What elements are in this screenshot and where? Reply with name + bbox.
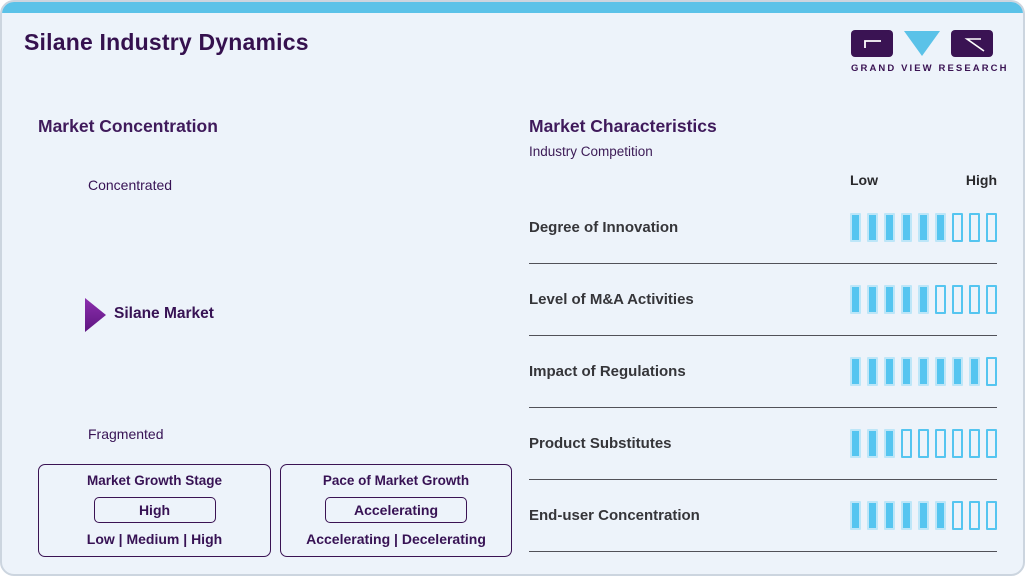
rating-tick-filled-icon: [918, 213, 929, 242]
growth-stage-selected-badge: High: [93, 496, 216, 523]
rating-tick-empty-icon: [952, 501, 963, 530]
characteristic-label: Degree of Innovation: [529, 219, 679, 236]
rating-tick-filled-icon: [850, 357, 861, 386]
concentration-gradient-bar: [39, 176, 79, 442]
rating-tick-filled-icon: [850, 285, 861, 314]
characteristics-rows: Degree of Innovation Level of M&A Activit…: [529, 192, 997, 552]
rating-tick-filled-icon: [901, 501, 912, 530]
rating-tick-filled-icon: [935, 357, 946, 386]
characteristic-row: Level of M&A Activities: [529, 264, 997, 336]
marker-arrow-icon: [85, 298, 106, 332]
gvr-logo-g-icon: [851, 30, 893, 57]
rating-tick-empty-icon: [986, 501, 997, 530]
rating-tick-empty-icon: [969, 429, 980, 458]
pace-of-growth-box: Pace of Market Growth Accelerating Accel…: [280, 464, 512, 557]
gvr-logo: GRAND VIEW RESEARCH: [851, 30, 1009, 74]
rating-tick-filled-icon: [901, 357, 912, 386]
characteristic-row: Impact of Regulations: [529, 336, 997, 408]
fragmented-label: Fragmented: [88, 426, 164, 442]
rating-tick-empty-icon: [918, 429, 929, 458]
growth-pace-selected-badge: Accelerating: [324, 496, 468, 523]
rating-tick-filled-icon: [884, 357, 895, 386]
growth-stage-options: Low | Medium | High: [86, 531, 223, 547]
rating-tick-filled-icon: [969, 357, 980, 386]
rating-tick-empty-icon: [986, 429, 997, 458]
characteristic-label: Impact of Regulations: [529, 363, 686, 380]
rating-tick-empty-icon: [969, 213, 980, 242]
rating-tick-empty-icon: [935, 285, 946, 314]
rating-tick-filled-icon: [952, 357, 963, 386]
page-title: Silane Industry Dynamics: [24, 29, 309, 55]
scale-low-label: Low: [850, 172, 878, 188]
growth-pace-options: Accelerating | Decelerating: [306, 531, 486, 547]
rating-tick-filled-icon: [867, 429, 878, 458]
growth-pace-title: Pace of Market Growth: [322, 473, 470, 488]
rating-tick-filled-icon: [884, 285, 895, 314]
rating-tick-empty-icon: [986, 213, 997, 242]
gvr-logo-wordmark: GRAND VIEW RESEARCH: [851, 63, 1009, 74]
rating-ticks: [850, 429, 997, 458]
characteristic-label: End-user Concentration: [529, 507, 700, 524]
rating-tick-empty-icon: [969, 285, 980, 314]
rating-tick-filled-icon: [867, 213, 878, 242]
market-growth-stage-box: Market Growth Stage High Low | Medium | …: [38, 464, 271, 557]
rating-tick-filled-icon: [918, 285, 929, 314]
rating-tick-filled-icon: [935, 501, 946, 530]
rating-tick-filled-icon: [884, 429, 895, 458]
rating-tick-filled-icon: [918, 501, 929, 530]
characteristic-label: Product Substitutes: [529, 435, 672, 452]
market-characteristics-heading: Market Characteristics: [529, 116, 717, 136]
characteristic-row: Product Substitutes: [529, 408, 997, 480]
gvr-logo-r-icon: [951, 30, 993, 57]
rating-tick-filled-icon: [850, 429, 861, 458]
concentrated-label: Concentrated: [88, 177, 173, 193]
rating-tick-empty-icon: [986, 285, 997, 314]
rating-tick-filled-icon: [867, 285, 878, 314]
gvr-logo-v-icon: [904, 31, 940, 56]
rating-tick-empty-icon: [952, 213, 963, 242]
rating-tick-filled-icon: [901, 213, 912, 242]
rating-tick-filled-icon: [867, 357, 878, 386]
rating-tick-filled-icon: [867, 501, 878, 530]
characteristic-row: Degree of Innovation: [529, 192, 997, 264]
rating-tick-empty-icon: [952, 429, 963, 458]
industry-competition-subheading: Industry Competition: [529, 144, 653, 159]
rating-tick-filled-icon: [884, 501, 895, 530]
growth-stage-title: Market Growth Stage: [86, 473, 223, 488]
rating-tick-filled-icon: [850, 501, 861, 530]
rating-ticks: [850, 285, 997, 314]
rating-tick-filled-icon: [918, 357, 929, 386]
rating-tick-empty-icon: [986, 357, 997, 386]
gvr-logo-shapes: [851, 30, 993, 58]
rating-tick-empty-icon: [935, 429, 946, 458]
rating-tick-empty-icon: [901, 429, 912, 458]
rating-tick-filled-icon: [884, 213, 895, 242]
rating-ticks: [850, 213, 997, 242]
scale-high-label: High: [965, 172, 997, 188]
market-concentration-heading: Market Concentration: [38, 116, 218, 136]
rating-scale-header: Low High: [529, 172, 997, 188]
top-accent-bar: [2, 2, 1023, 13]
rating-tick-empty-icon: [952, 285, 963, 314]
rating-ticks: [850, 501, 997, 530]
rating-tick-filled-icon: [901, 285, 912, 314]
characteristic-row: End-user Concentration: [529, 480, 997, 552]
silane-market-label: Silane Market: [114, 305, 214, 322]
rating-tick-empty-icon: [969, 501, 980, 530]
characteristic-label: Level of M&A Activities: [529, 291, 694, 308]
rating-tick-filled-icon: [850, 213, 861, 242]
rating-tick-filled-icon: [935, 213, 946, 242]
rating-ticks: [850, 357, 997, 386]
